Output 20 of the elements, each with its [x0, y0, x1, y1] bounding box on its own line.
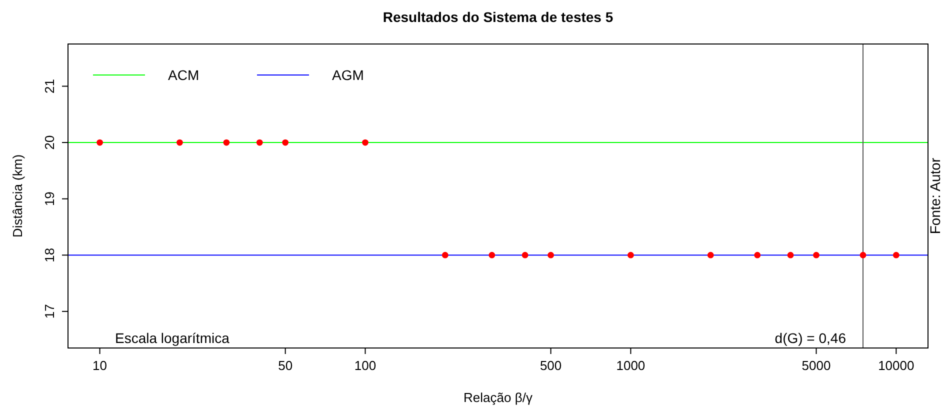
y-tick-label: 18 — [42, 248, 57, 262]
annotation: Escala logarítmica — [115, 330, 230, 346]
x-tick-label: 10 — [92, 358, 108, 373]
x-tick-label: 10000 — [878, 358, 914, 373]
legend-label: ACM — [168, 67, 200, 83]
y-tick-label: 20 — [42, 135, 57, 150]
y-tick-label: 19 — [42, 192, 57, 206]
legend-label: AGM — [332, 67, 364, 83]
y-tick-label: 17 — [42, 304, 57, 319]
x-tick-label: 5000 — [802, 358, 831, 373]
chart-title: Resultados do Sistema de testes 5 — [382, 9, 614, 25]
annotation: Fonte: Autor — [927, 158, 941, 234]
y-axis-title: Distância (km) — [10, 154, 25, 238]
x-tick-label: 100 — [354, 358, 376, 373]
x-axis-title: Relação β/γ — [464, 390, 533, 405]
x-tick-label: 50 — [278, 358, 293, 373]
y-tick-label: 21 — [42, 78, 57, 94]
x-tick-label: 1000 — [616, 358, 646, 373]
x-tick-label: 500 — [540, 358, 562, 373]
annotation: d(G) = 0,46 — [774, 330, 846, 346]
